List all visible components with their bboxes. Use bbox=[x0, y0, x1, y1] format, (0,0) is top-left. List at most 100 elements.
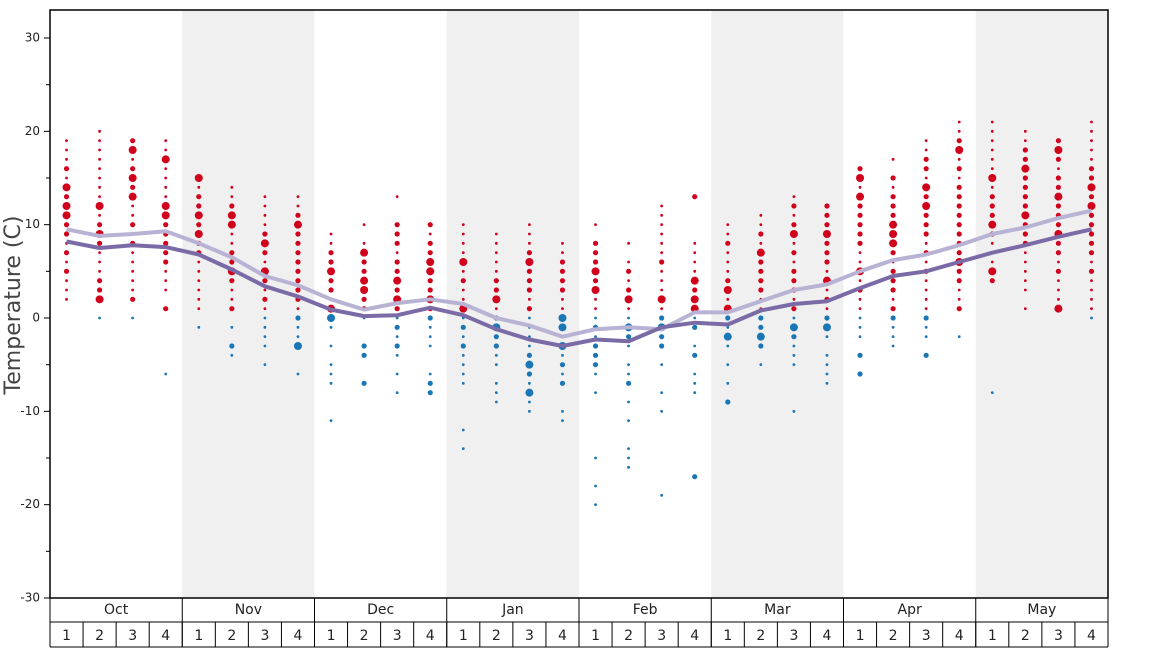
temp-dot bbox=[923, 194, 929, 200]
temp-dot bbox=[825, 381, 829, 385]
temp-dot bbox=[98, 176, 101, 180]
temp-dot bbox=[65, 288, 68, 292]
temp-dot bbox=[957, 176, 961, 180]
temp-dot bbox=[1057, 288, 1060, 292]
temp-dot bbox=[494, 307, 498, 311]
temp-dot bbox=[528, 400, 531, 404]
temp-dot bbox=[989, 212, 995, 218]
temp-dot bbox=[461, 447, 465, 451]
temp-dot bbox=[263, 325, 267, 329]
temp-dot bbox=[1090, 129, 1093, 133]
temp-dot bbox=[1088, 212, 1095, 218]
temp-dot bbox=[528, 223, 531, 227]
temp-dot bbox=[857, 231, 863, 237]
temp-dot bbox=[594, 223, 597, 227]
temp-dot bbox=[98, 260, 101, 264]
temp-dot bbox=[525, 388, 534, 397]
temp-dot bbox=[957, 157, 961, 161]
temp-dot bbox=[230, 241, 234, 245]
temp-dot bbox=[792, 353, 796, 357]
temp-dot bbox=[559, 287, 566, 293]
temp-dot bbox=[858, 260, 862, 264]
temp-dot bbox=[460, 343, 466, 349]
temp-dot bbox=[197, 269, 201, 273]
temp-dot bbox=[328, 259, 334, 265]
temp-dot bbox=[693, 344, 697, 348]
temp-dot bbox=[594, 316, 597, 320]
temp-dot bbox=[362, 241, 366, 245]
temp-dot bbox=[263, 363, 267, 367]
temp-dot bbox=[891, 185, 895, 189]
temp-dot bbox=[329, 232, 333, 236]
temp-dot bbox=[98, 167, 101, 171]
temp-dot bbox=[327, 267, 336, 276]
temp-dot bbox=[627, 447, 630, 451]
week-label: 2 bbox=[889, 628, 898, 644]
temp-dot bbox=[693, 241, 697, 245]
temp-dot bbox=[759, 363, 763, 367]
temp-dot bbox=[361, 268, 367, 274]
temp-dot bbox=[163, 259, 169, 265]
temp-dot bbox=[1023, 307, 1027, 311]
temp-dot bbox=[525, 258, 534, 266]
week-label: 3 bbox=[260, 628, 269, 644]
temp-dot bbox=[1090, 307, 1093, 311]
temp-dot bbox=[461, 363, 465, 367]
temp-dot bbox=[561, 297, 564, 301]
temp-dot bbox=[924, 335, 928, 339]
temp-dot bbox=[1022, 184, 1028, 190]
temp-dot bbox=[1055, 175, 1062, 181]
temp-dot bbox=[922, 202, 931, 210]
temp-dot bbox=[65, 279, 68, 283]
temp-dot bbox=[163, 306, 169, 312]
temp-dot bbox=[229, 203, 235, 209]
temp-dot bbox=[164, 139, 168, 143]
temp-dot bbox=[825, 335, 829, 339]
temp-dot bbox=[591, 267, 600, 276]
temp-dot bbox=[693, 372, 697, 376]
temp-dot bbox=[262, 278, 268, 284]
month-label: May bbox=[1027, 602, 1056, 618]
temp-dot bbox=[296, 335, 300, 339]
week-label: 3 bbox=[525, 628, 534, 644]
temp-dot bbox=[956, 222, 962, 228]
temp-dot bbox=[857, 240, 863, 246]
temp-dot bbox=[461, 297, 465, 301]
temp-dot bbox=[494, 353, 498, 357]
temp-dot bbox=[196, 222, 202, 228]
temp-dot bbox=[759, 241, 763, 245]
temp-dot bbox=[1023, 251, 1027, 255]
temp-dot bbox=[98, 148, 101, 152]
temp-dot bbox=[1022, 231, 1028, 237]
temp-dot bbox=[990, 167, 994, 171]
temp-dot bbox=[161, 211, 170, 220]
temp-dot bbox=[758, 343, 764, 349]
temp-dot bbox=[692, 474, 698, 480]
temp-dot bbox=[559, 278, 566, 284]
temp-dot bbox=[792, 260, 796, 264]
temp-dot bbox=[528, 297, 531, 301]
temp-dot bbox=[561, 409, 564, 413]
temp-dot bbox=[625, 380, 632, 386]
temp-dot bbox=[990, 139, 994, 143]
temp-dot bbox=[65, 139, 68, 143]
temp-dot bbox=[461, 381, 465, 385]
temp-dot bbox=[825, 372, 829, 376]
temp-line bbox=[66, 208, 1092, 339]
temp-dot bbox=[627, 363, 630, 367]
temp-dot bbox=[461, 251, 465, 255]
temp-dot bbox=[989, 203, 995, 209]
temp-dot bbox=[990, 120, 994, 124]
temp-dot bbox=[693, 269, 697, 273]
temp-dot bbox=[1055, 250, 1062, 256]
temp-dot bbox=[263, 223, 267, 227]
temp-dot bbox=[1054, 304, 1063, 313]
temp-dot bbox=[693, 391, 697, 395]
temp-dot bbox=[63, 231, 70, 237]
temp-dot bbox=[1055, 268, 1062, 274]
month-shade bbox=[975, 10, 1108, 598]
temp-dot bbox=[295, 212, 301, 218]
month-shade bbox=[711, 10, 844, 598]
temp-dot bbox=[825, 307, 829, 311]
temp-dot bbox=[526, 268, 533, 274]
